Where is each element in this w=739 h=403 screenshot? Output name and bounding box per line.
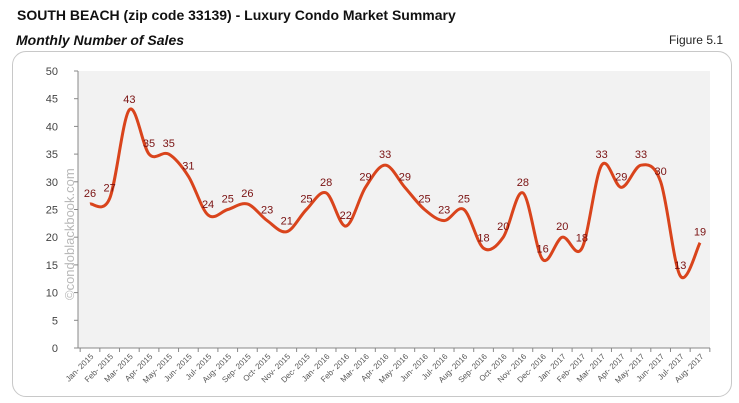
data-label: 33 — [595, 149, 607, 161]
data-label: 31 — [182, 160, 194, 172]
data-label: 29 — [615, 171, 627, 183]
data-label: 16 — [536, 243, 548, 255]
y-tick-label: 20 — [46, 232, 58, 244]
y-tick-label: 5 — [52, 315, 58, 327]
data-label: 27 — [104, 182, 116, 194]
data-label: 18 — [477, 232, 489, 244]
y-tick-label: 10 — [46, 288, 58, 300]
data-label: 26 — [241, 188, 253, 200]
data-label: 20 — [556, 221, 568, 233]
data-label: 25 — [458, 194, 470, 206]
data-label: 28 — [320, 177, 332, 189]
y-tick-label: 0 — [52, 343, 58, 355]
y-tick-label: 30 — [46, 177, 58, 189]
y-tick-label: 25 — [46, 205, 58, 217]
report-title: SOUTH BEACH (zip code 33139) - Luxury Co… — [17, 7, 456, 23]
figure-number: Figure 5.1 — [668, 33, 723, 47]
data-label: 33 — [635, 149, 647, 161]
data-label: 30 — [655, 166, 667, 178]
data-label: 29 — [399, 171, 411, 183]
data-label: 24 — [202, 199, 214, 211]
data-label: 20 — [497, 221, 509, 233]
data-label: 21 — [281, 216, 293, 228]
watermark: ©condoblackbook.com — [62, 168, 77, 300]
y-tick-label: 35 — [46, 149, 58, 161]
data-label: 13 — [674, 260, 686, 272]
y-tick-label: 40 — [46, 121, 58, 133]
data-label: 35 — [143, 138, 155, 150]
data-label: 26 — [84, 188, 96, 200]
data-label: 23 — [438, 205, 450, 217]
data-label: 25 — [300, 194, 312, 206]
data-label: 35 — [163, 138, 175, 150]
y-tick-label: 50 — [46, 66, 58, 78]
y-tick-label: 15 — [46, 260, 58, 272]
data-label: 23 — [261, 205, 273, 217]
data-label: 29 — [359, 171, 371, 183]
y-tick-label: 45 — [46, 94, 58, 106]
data-label: 25 — [222, 194, 234, 206]
chart-frame — [12, 51, 732, 397]
chart-subtitle: Monthly Number of Sales — [16, 32, 185, 48]
plot-area — [78, 71, 710, 348]
data-label: 18 — [576, 232, 588, 244]
data-label: 25 — [418, 194, 430, 206]
data-label: 22 — [340, 210, 352, 222]
data-label: 43 — [123, 94, 135, 106]
sales-line — [89, 107, 702, 280]
data-label: 28 — [517, 177, 529, 189]
data-label: 19 — [694, 227, 706, 239]
data-label: 33 — [379, 149, 391, 161]
